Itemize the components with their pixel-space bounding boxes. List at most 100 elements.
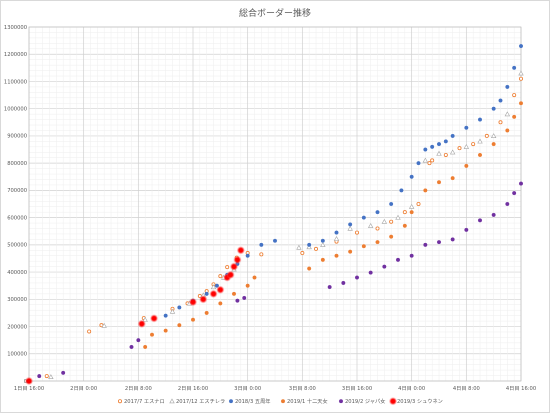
y-tick-label: 800000	[7, 161, 27, 167]
data-point	[491, 142, 496, 147]
data-point	[450, 133, 455, 138]
data-point	[361, 244, 366, 249]
legend-marker	[281, 399, 286, 404]
data-point	[259, 242, 264, 247]
data-point	[367, 222, 374, 228]
data-point	[427, 161, 432, 166]
series-4	[27, 181, 524, 384]
data-point	[389, 219, 394, 224]
data-point	[334, 253, 339, 258]
x-tick-label: 2日目 8:00	[125, 385, 152, 392]
data-point	[443, 152, 448, 157]
data-point	[177, 305, 182, 310]
data-point	[409, 174, 414, 179]
data-point	[233, 255, 242, 265]
data-point	[320, 238, 325, 243]
data-point	[408, 203, 415, 209]
data-point	[464, 163, 469, 168]
data-point	[395, 214, 401, 220]
glow-core	[211, 291, 216, 296]
data-point	[218, 301, 223, 306]
data-point	[477, 138, 483, 144]
data-point	[136, 338, 141, 343]
data-point	[512, 93, 517, 98]
data-point	[361, 215, 366, 220]
data-point	[341, 280, 346, 285]
data-point	[190, 317, 195, 322]
data-point	[478, 152, 483, 157]
glow-core	[238, 248, 243, 253]
glow-core	[27, 379, 31, 383]
glow-core	[218, 287, 223, 292]
data-point	[199, 295, 208, 304]
data-point	[169, 308, 176, 314]
data-point	[422, 157, 429, 163]
y-tick-label: 600000	[7, 215, 27, 221]
data-point	[355, 275, 360, 280]
data-point	[449, 149, 456, 155]
y-tick-label: 300000	[7, 297, 27, 303]
y-tick-label: 500000	[7, 243, 27, 249]
data-point	[143, 344, 148, 349]
data-point	[519, 101, 524, 106]
legend-label: 2019/2 ジャパ女	[345, 397, 385, 405]
data-point	[177, 323, 182, 328]
data-point	[313, 246, 318, 251]
x-tick-label: 4日目 16:00	[506, 385, 536, 392]
x-tick-label: 3日目 0:00	[234, 385, 261, 392]
data-point	[423, 242, 428, 247]
data-point	[430, 144, 435, 149]
data-point	[163, 313, 168, 318]
data-point	[348, 222, 353, 227]
data-point	[436, 150, 442, 156]
legend-marker	[388, 397, 398, 406]
data-point	[235, 298, 240, 303]
legend-marker	[118, 399, 123, 404]
data-point	[450, 237, 455, 242]
data-point	[347, 225, 353, 231]
data-point	[163, 328, 168, 333]
legend-marker	[228, 399, 233, 404]
legend-label: 2018/3 五周年	[235, 397, 270, 405]
data-point	[512, 191, 517, 196]
data-point	[368, 270, 373, 275]
data-point	[307, 266, 312, 271]
data-point	[409, 253, 414, 258]
y-tick-label: 400000	[7, 270, 27, 276]
y-tick-label: 900000	[7, 134, 27, 140]
data-point	[478, 117, 483, 122]
legend: 2017/7 エスナロ 2017/12 エスチレラ 2018/3 五周年 2019/1…	[118, 397, 443, 406]
data-point	[300, 251, 305, 256]
data-point	[226, 270, 235, 279]
data-point	[296, 244, 302, 250]
data-point	[44, 374, 49, 379]
y-tick-label: 700000	[7, 188, 27, 194]
glow-core	[152, 316, 156, 321]
data-point	[471, 142, 476, 147]
legend-label: 2019/1 十二天女	[287, 397, 328, 405]
data-point	[149, 314, 159, 323]
data-point	[389, 201, 394, 206]
data-point	[498, 98, 503, 103]
y-tick-label: 1200000	[4, 52, 27, 58]
data-point	[375, 226, 380, 231]
data-point	[229, 262, 239, 271]
y-tick-label: 200000	[7, 324, 27, 330]
series-5	[24, 246, 246, 386]
data-point	[245, 253, 250, 258]
data-point	[61, 370, 66, 375]
data-point	[48, 374, 54, 379]
glow-core	[235, 257, 240, 262]
legend-label: 2017/12 エスチレラ	[176, 398, 225, 405]
x-tick-label: 4日目 8:00	[453, 385, 480, 392]
data-point	[242, 295, 247, 300]
data-point	[402, 210, 407, 215]
data-point	[188, 297, 198, 307]
data-point	[478, 218, 483, 223]
data-point	[333, 236, 340, 241]
data-point	[204, 310, 209, 315]
data-point	[484, 133, 489, 138]
data-point	[443, 139, 448, 144]
data-point	[137, 319, 146, 329]
